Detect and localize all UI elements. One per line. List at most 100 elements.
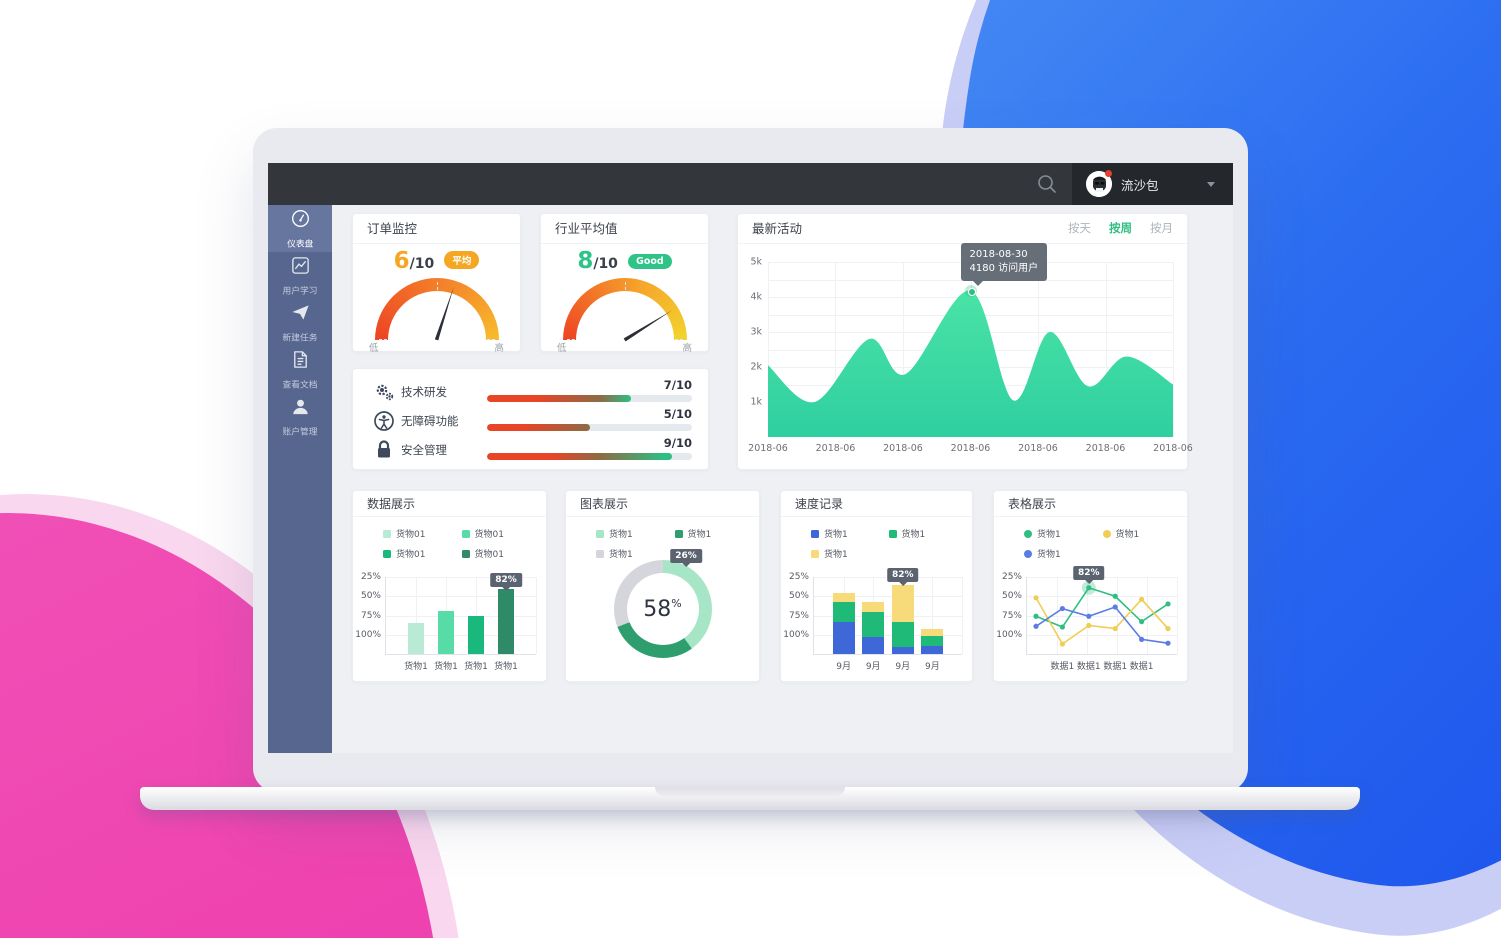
- legend-swatch: [1024, 529, 1032, 538]
- stacked-bar-segment: [891, 585, 914, 623]
- legend-swatch: [1024, 549, 1032, 558]
- legend-item[interactable]: 货物01: [461, 527, 541, 540]
- lock-icon: [369, 438, 399, 462]
- progress-row: 无障碍功能 5/10: [369, 406, 692, 435]
- card-table-display: 表格展示 货物1 货物1 货物1 100% 75% 50% 25% 数据1 数据1 数据1 数据1…: [993, 490, 1188, 682]
- legend-item[interactable]: 货物1: [674, 527, 754, 540]
- gridline: [386, 577, 536, 578]
- gridline: [814, 634, 962, 636]
- tooltip: 82%: [490, 572, 522, 591]
- legend-label: 货物1: [1115, 530, 1140, 540]
- topbar: 流沙包: [268, 163, 1233, 205]
- stacked-bar-segment: [921, 646, 944, 654]
- legend-label: 货物1: [824, 530, 848, 540]
- x-axis-tick: 9月: [895, 662, 911, 672]
- gridline: [386, 596, 536, 598]
- area-chart: 1k 2k 3k 4k 5k 2018-06 2018-06 2018-06 2018-06 20…: [748, 242, 1193, 454]
- y-axis-tick: 100%: [355, 629, 381, 640]
- legend-label: 货物1: [609, 530, 633, 540]
- stacked-bar-segment: [921, 636, 944, 647]
- card-chart-display: 图表展示 货物1 货物1 货物1 58% 26%: [565, 490, 760, 682]
- legend-swatch: [811, 549, 819, 558]
- card-title: 速度记录: [795, 496, 844, 511]
- bar: [498, 588, 514, 654]
- x-axis-tick: 2018-06: [1018, 443, 1058, 454]
- card-title: 图表展示: [580, 496, 629, 511]
- legend-item[interactable]: 货物1: [888, 527, 967, 540]
- app-window: 流沙包 仪表盘 用户学习 新建任务: [268, 163, 1233, 753]
- card-title: 数据展示: [367, 496, 416, 511]
- legend-label: 货物01: [474, 530, 504, 540]
- gridline: [1027, 615, 1177, 617]
- legend-label: 货物01: [474, 550, 504, 560]
- legend-swatch: [596, 549, 604, 558]
- sidebar-item-dashboard[interactable]: 仪表盘: [268, 205, 332, 252]
- legend-item[interactable]: 货物1: [1024, 527, 1103, 540]
- legend-item[interactable]: 货物1: [596, 547, 675, 560]
- laptop-base: [140, 787, 1360, 810]
- legend-item[interactable]: 货物1: [1102, 527, 1182, 540]
- card-data-display: 数据展示 货物01 货物01 货物01 货物01 100% 75% 50% 25% 货物1 货物…: [352, 490, 547, 682]
- line-chart: 100% 75% 50% 25% 数据1 数据1 数据1 数据1 82%: [996, 565, 1178, 672]
- progress-track: [487, 423, 692, 431]
- data-point-marker: [964, 284, 977, 297]
- progress-row: 安全管理 9/10: [369, 435, 692, 464]
- sidebar-item-new-task[interactable]: 新建任务: [268, 299, 332, 346]
- x-axis-tick: 货物1: [404, 662, 428, 672]
- tooltip: 26%: [670, 549, 702, 567]
- card-title: 最新活动: [752, 220, 803, 236]
- legend-item[interactable]: 货物01: [461, 547, 541, 560]
- legend-label: 货物1: [901, 530, 926, 540]
- gridline: [814, 615, 962, 617]
- laptop-notch: [655, 787, 845, 796]
- gauge-low-label: 低: [557, 343, 567, 354]
- gauge-low-label: 低: [369, 343, 379, 354]
- card-order-monitor: 订单监控 6/10 平均 低 高: [352, 213, 521, 354]
- legend-item[interactable]: 货物01: [383, 527, 462, 540]
- gridline: [1057, 577, 1058, 654]
- sidebar-item-view-docs[interactable]: 查看文档: [268, 346, 332, 393]
- tab-按天[interactable]: 按天: [1068, 221, 1091, 235]
- y-axis-tick: 2k: [750, 361, 762, 373]
- avatar: [1086, 170, 1112, 197]
- stacked-bar-segment: [862, 612, 885, 638]
- tab-按周[interactable]: 按周: [1109, 221, 1132, 235]
- tab-按月[interactable]: 按月: [1150, 221, 1173, 235]
- user-name: 流沙包: [1121, 177, 1159, 193]
- user-menu[interactable]: 流沙包: [1072, 163, 1233, 205]
- legend-swatch: [596, 529, 604, 538]
- gridline: [1147, 577, 1148, 654]
- gridline: [1027, 634, 1177, 636]
- y-axis-tick: 75%: [788, 610, 809, 621]
- card-latest-activity: 最新活动 按天 按周 按月 1k 2k 3k 4k 5k 2018-06 2018-06 2018…: [737, 213, 1193, 470]
- legend-swatch: [674, 529, 683, 538]
- legend-item[interactable]: 货物01: [383, 547, 462, 560]
- legend-item[interactable]: 货物1: [596, 527, 675, 540]
- progress-label: 技术研发: [401, 384, 447, 399]
- sidebar-item-user-learning[interactable]: 用户学习: [268, 252, 332, 299]
- gridline: [1117, 577, 1118, 654]
- stacked-bar-segment: [891, 647, 914, 654]
- x-axis-tick: 货物1: [434, 662, 458, 672]
- legend-label: 货物01: [396, 530, 426, 540]
- y-axis-tick: 1k: [750, 396, 762, 408]
- stacked-bar-segment: [832, 622, 855, 654]
- search-icon[interactable]: [1036, 173, 1058, 195]
- sidebar: 仪表盘 用户学习 新建任务 查看文档 账户管理: [268, 205, 332, 753]
- legend-item[interactable]: 货物1: [1024, 547, 1103, 560]
- legend-label: 货物1: [687, 530, 712, 540]
- legend-item[interactable]: 货物1: [811, 547, 889, 560]
- card-industry-average: 行业平均值 8/10 Good 低 高: [540, 213, 709, 354]
- gridline: [902, 262, 904, 437]
- stacked-bar-segment: [832, 593, 855, 603]
- gridline: [1027, 596, 1177, 598]
- gridline: [835, 262, 837, 437]
- legend-swatch: [888, 529, 897, 538]
- x-axis-tick: 2018-06: [815, 443, 856, 454]
- x-axis-tick: 2018-06: [748, 443, 788, 454]
- sidebar-item-account[interactable]: 账户管理: [268, 393, 332, 440]
- gauge-value: 8: [577, 248, 594, 274]
- gridline: [768, 262, 769, 437]
- donut-chart: 58%: [613, 560, 712, 658]
- legend-item[interactable]: 货物1: [811, 527, 889, 540]
